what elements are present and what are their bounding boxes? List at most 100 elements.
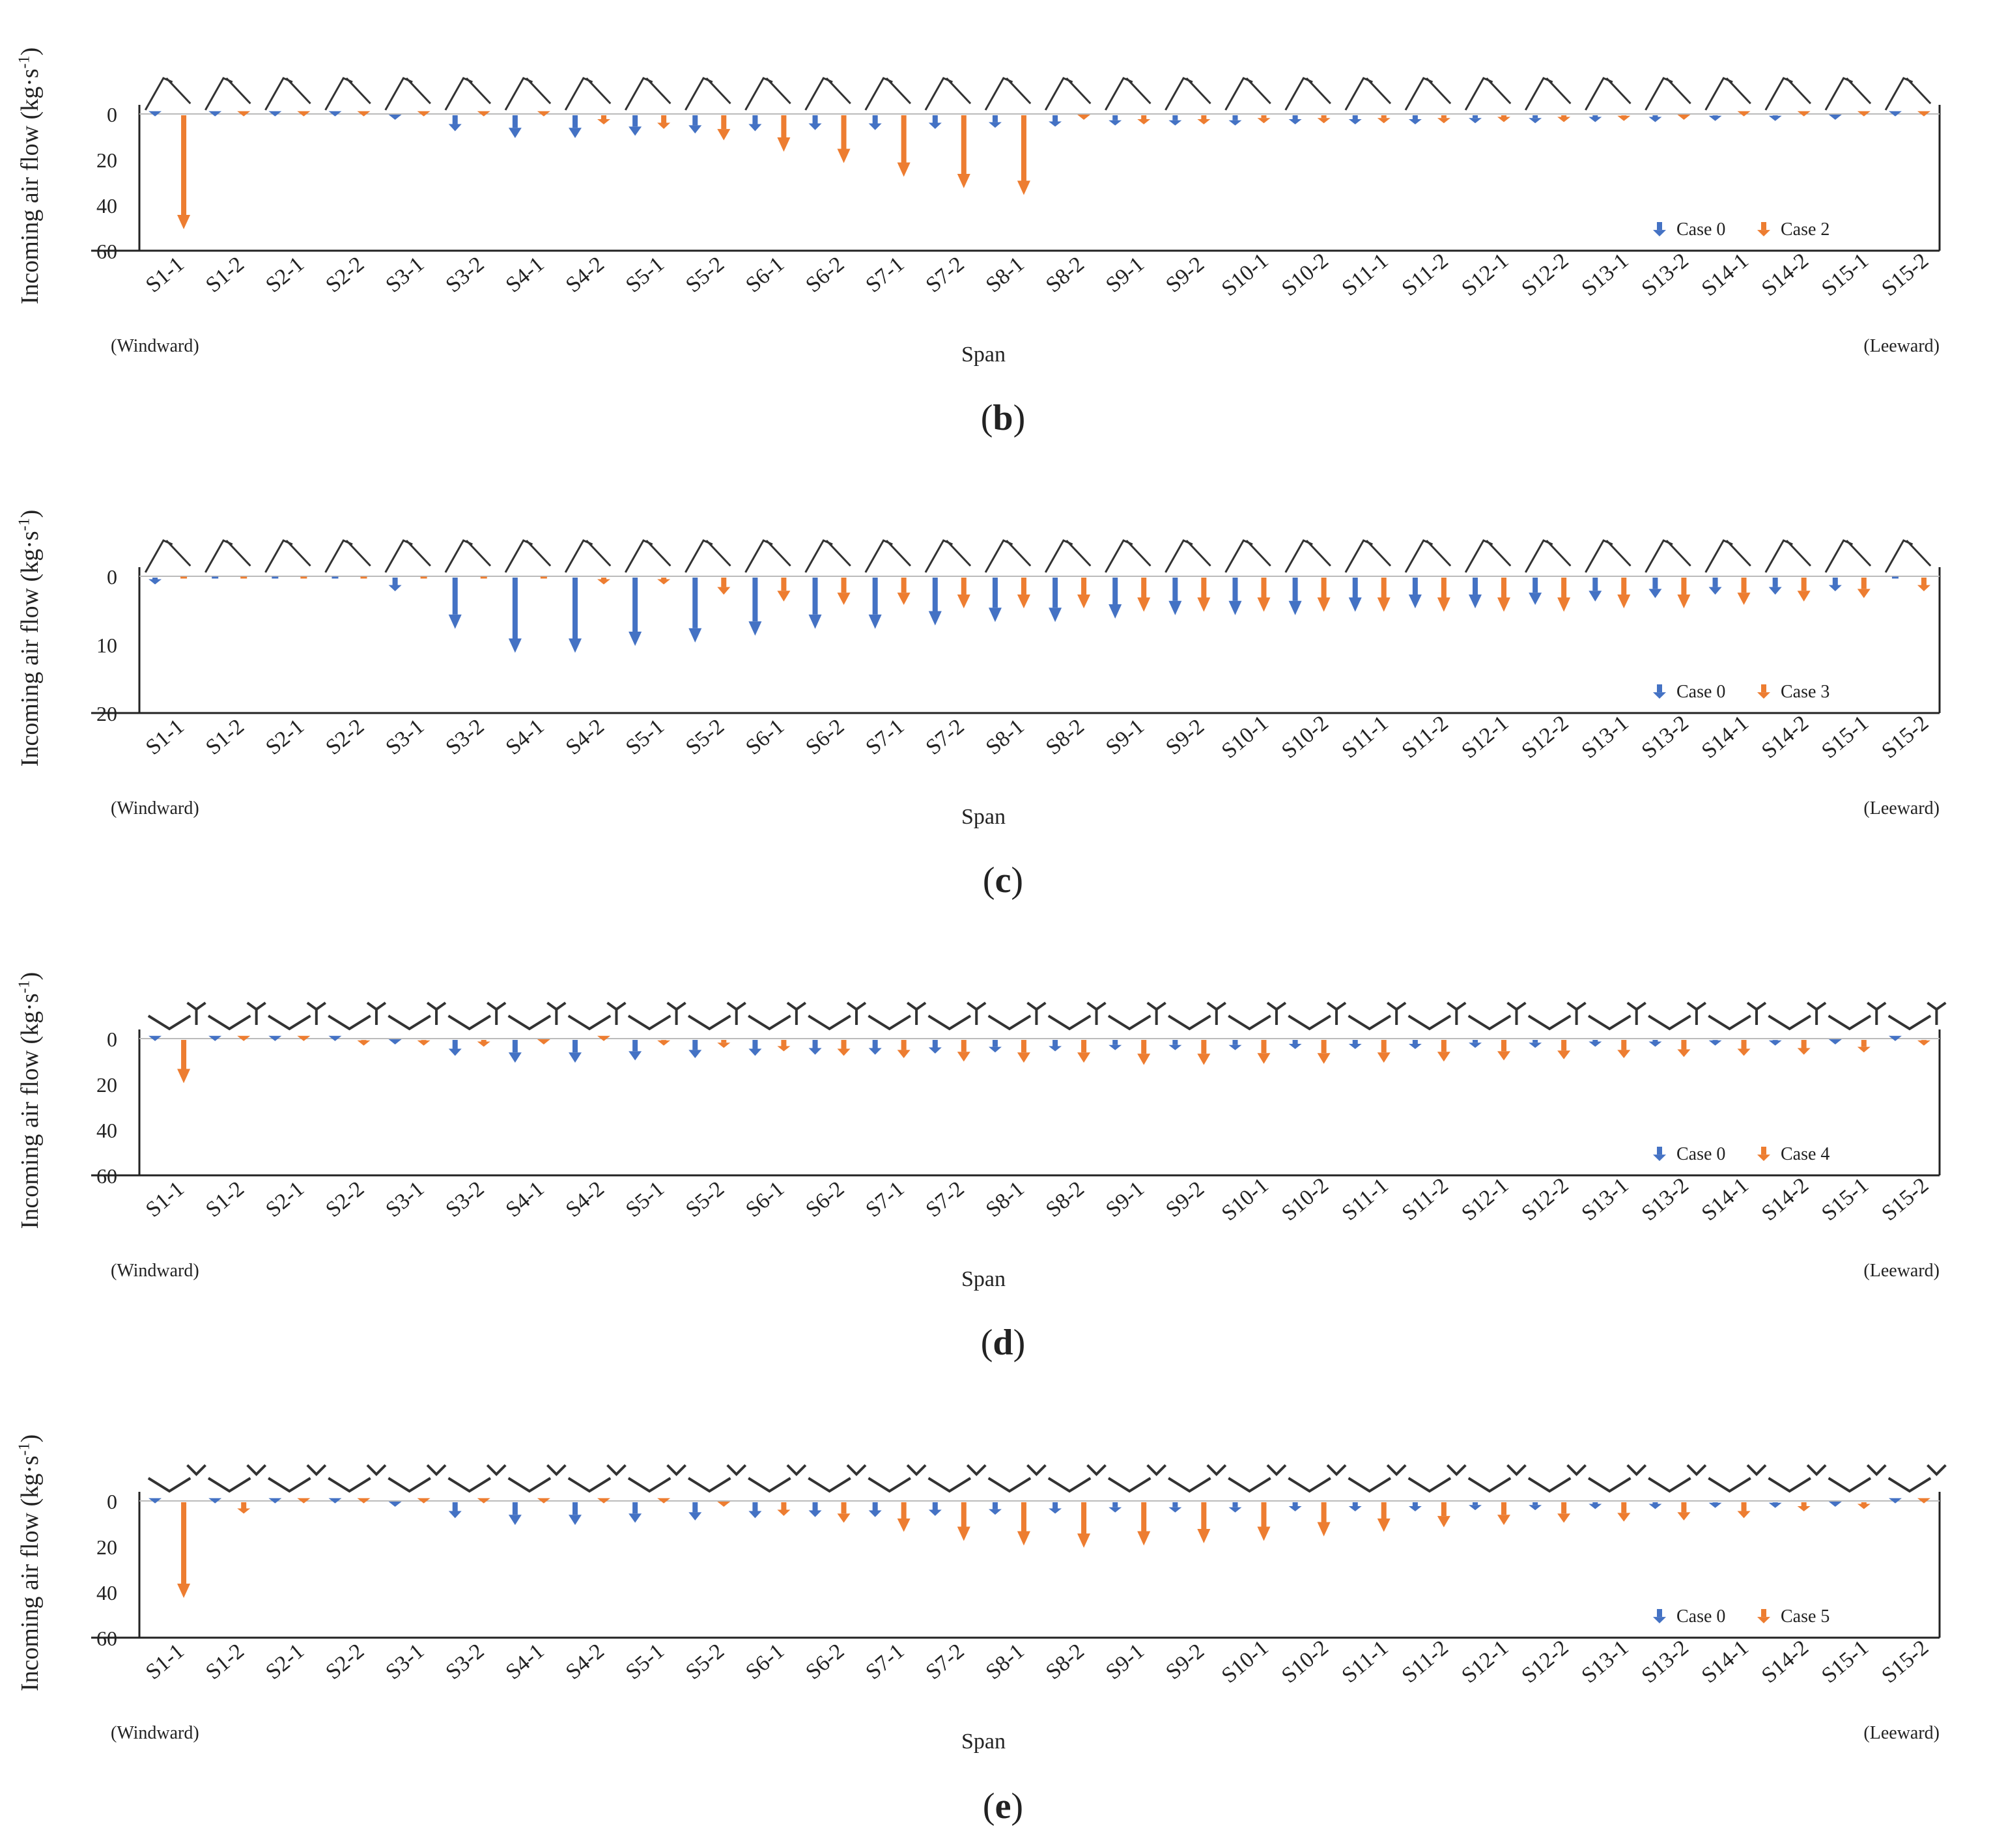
y-axis-label: Incoming air flow (kg·s-1) <box>16 972 44 1229</box>
x-tick-label: S7-1 <box>861 1177 909 1222</box>
roof-valley <box>1047 1015 1092 1031</box>
flow-arrow <box>777 115 791 152</box>
flow-arrow-shaft <box>1381 578 1387 598</box>
roof-segment <box>1764 539 1793 573</box>
flow-arrow-head <box>388 585 402 591</box>
flow-arrow-head <box>297 1498 311 1504</box>
flow-arrow-shaft <box>392 578 398 585</box>
x-tick-label: S6-2 <box>801 252 849 298</box>
roof-vent <box>1746 1464 1767 1476</box>
x-tick-label: S14-2 <box>1757 1173 1813 1226</box>
flow-arrow <box>1529 1040 1542 1048</box>
flow-arrow <box>1917 111 1930 117</box>
flow-arrow-shaft <box>812 1502 818 1511</box>
flow-arrow-shaft <box>781 578 787 591</box>
flow-arrow <box>388 1502 402 1507</box>
flow-arrow-head <box>1768 1502 1782 1508</box>
flow-arrow <box>1228 1502 1242 1513</box>
legend-swatch-head <box>1757 692 1770 699</box>
flow-arrow-head <box>1197 1054 1211 1065</box>
flow-arrow <box>508 1502 522 1525</box>
flow-arrow <box>569 578 582 653</box>
x-tick-label: S12-2 <box>1517 249 1573 301</box>
flow-arrow-head <box>1077 1052 1091 1063</box>
flow-arrow <box>388 578 402 591</box>
x-tick-label: S11-1 <box>1337 1173 1392 1225</box>
flow-arrow <box>1737 578 1751 605</box>
x-tick-label: S9-1 <box>1101 714 1149 760</box>
flow-arrow-head <box>1257 1053 1271 1064</box>
x-tick-label: S7-2 <box>922 714 969 760</box>
flow-arrow <box>1288 1040 1302 1049</box>
flow-arrow-head <box>1408 119 1422 124</box>
roof-vent <box>546 1464 567 1476</box>
flow-arrow <box>1529 115 1542 124</box>
flow-arrow-head <box>208 111 222 117</box>
flow-arrow-shaft <box>181 1040 187 1069</box>
roof-segment <box>744 539 773 573</box>
roof-segment <box>864 77 893 111</box>
roof-segment <box>1785 539 1812 567</box>
flow-arrow <box>1589 115 1602 122</box>
flow-arrow <box>477 111 490 117</box>
x-tick-label: S5-2 <box>681 1177 729 1222</box>
x-tick-label: S8-2 <box>1041 252 1089 298</box>
flow-arrow <box>808 115 822 130</box>
roof-vent <box>1086 1464 1107 1476</box>
chart-svg-c: 0 10 20 S1-1 S1-2 S2-1 S2-2 S3-1 S3-2 S4-1 S4-2 S5-… <box>91 539 1941 829</box>
roof-vent-cap <box>426 1001 447 1011</box>
flow-arrow-head <box>748 621 762 636</box>
flow-arrow-shaft <box>1592 1502 1598 1504</box>
flow-arrow-shaft <box>1201 1040 1207 1054</box>
flow-arrow-shaft <box>601 578 606 580</box>
flow-arrow <box>1828 115 1842 120</box>
flow-arrow-head <box>1348 1044 1362 1049</box>
flow-arrow <box>1469 578 1482 609</box>
flow-arrow-head <box>1228 1507 1242 1513</box>
flow-arrow <box>1589 1502 1602 1509</box>
x-tick-label: S15-2 <box>1877 711 1933 764</box>
roof-segment <box>264 77 293 111</box>
flow-arrow-shaft <box>512 115 518 128</box>
flow-arrow-head <box>537 1498 550 1504</box>
roof-valley <box>627 1477 671 1493</box>
flow-arrow-head <box>957 1052 970 1062</box>
roof-valley <box>207 1477 251 1493</box>
flow-arrow-shaft <box>1533 1040 1538 1043</box>
flow-arrow-shaft <box>1352 1502 1358 1506</box>
flow-arrow <box>1857 1040 1871 1053</box>
roof-segment <box>1185 539 1211 567</box>
flow-arrow <box>1077 578 1091 609</box>
flow-arrow <box>1589 578 1602 602</box>
x-tick-label: S10-1 <box>1217 1173 1273 1226</box>
x-tick-label: S11-2 <box>1398 249 1453 301</box>
y-axis-label: Incoming air flow (kg·s-1) <box>16 509 44 767</box>
flow-arrow <box>1469 1040 1482 1048</box>
flow-arrow <box>1437 115 1450 124</box>
flow-arrow-head <box>1257 1526 1271 1541</box>
flow-arrow-shaft <box>1652 1040 1658 1042</box>
flow-arrow-head <box>1317 118 1331 124</box>
flow-arrow-head <box>1049 1508 1062 1514</box>
x-tick-label: S15-1 <box>1817 1636 1873 1688</box>
x-tick-label: S5-1 <box>621 1177 669 1222</box>
flow-arrow-head <box>1288 600 1302 615</box>
x-tick-label: S1-1 <box>141 1177 189 1222</box>
roof-valley <box>1527 1477 1572 1493</box>
roof-vent <box>186 1464 206 1476</box>
flow-arrow-head <box>1677 1512 1691 1520</box>
roof-valley <box>1648 1015 1691 1031</box>
flow-arrow-shaft <box>752 578 758 622</box>
flow-arrow-shaft <box>932 578 938 611</box>
roof-segment <box>1486 77 1512 105</box>
flow-arrow <box>508 578 522 653</box>
flow-arrow-head <box>268 1498 282 1504</box>
flow-arrow-head <box>1377 1052 1391 1063</box>
roof-segment <box>1824 539 1854 573</box>
flow-arrow-shaft <box>692 1502 698 1513</box>
flow-arrow <box>448 1040 462 1056</box>
flow-arrow-head <box>1017 1531 1030 1546</box>
flow-arrow-shaft <box>512 1502 518 1515</box>
flow-arrow-head <box>1348 597 1362 612</box>
flow-arrow-shaft <box>1201 115 1207 119</box>
